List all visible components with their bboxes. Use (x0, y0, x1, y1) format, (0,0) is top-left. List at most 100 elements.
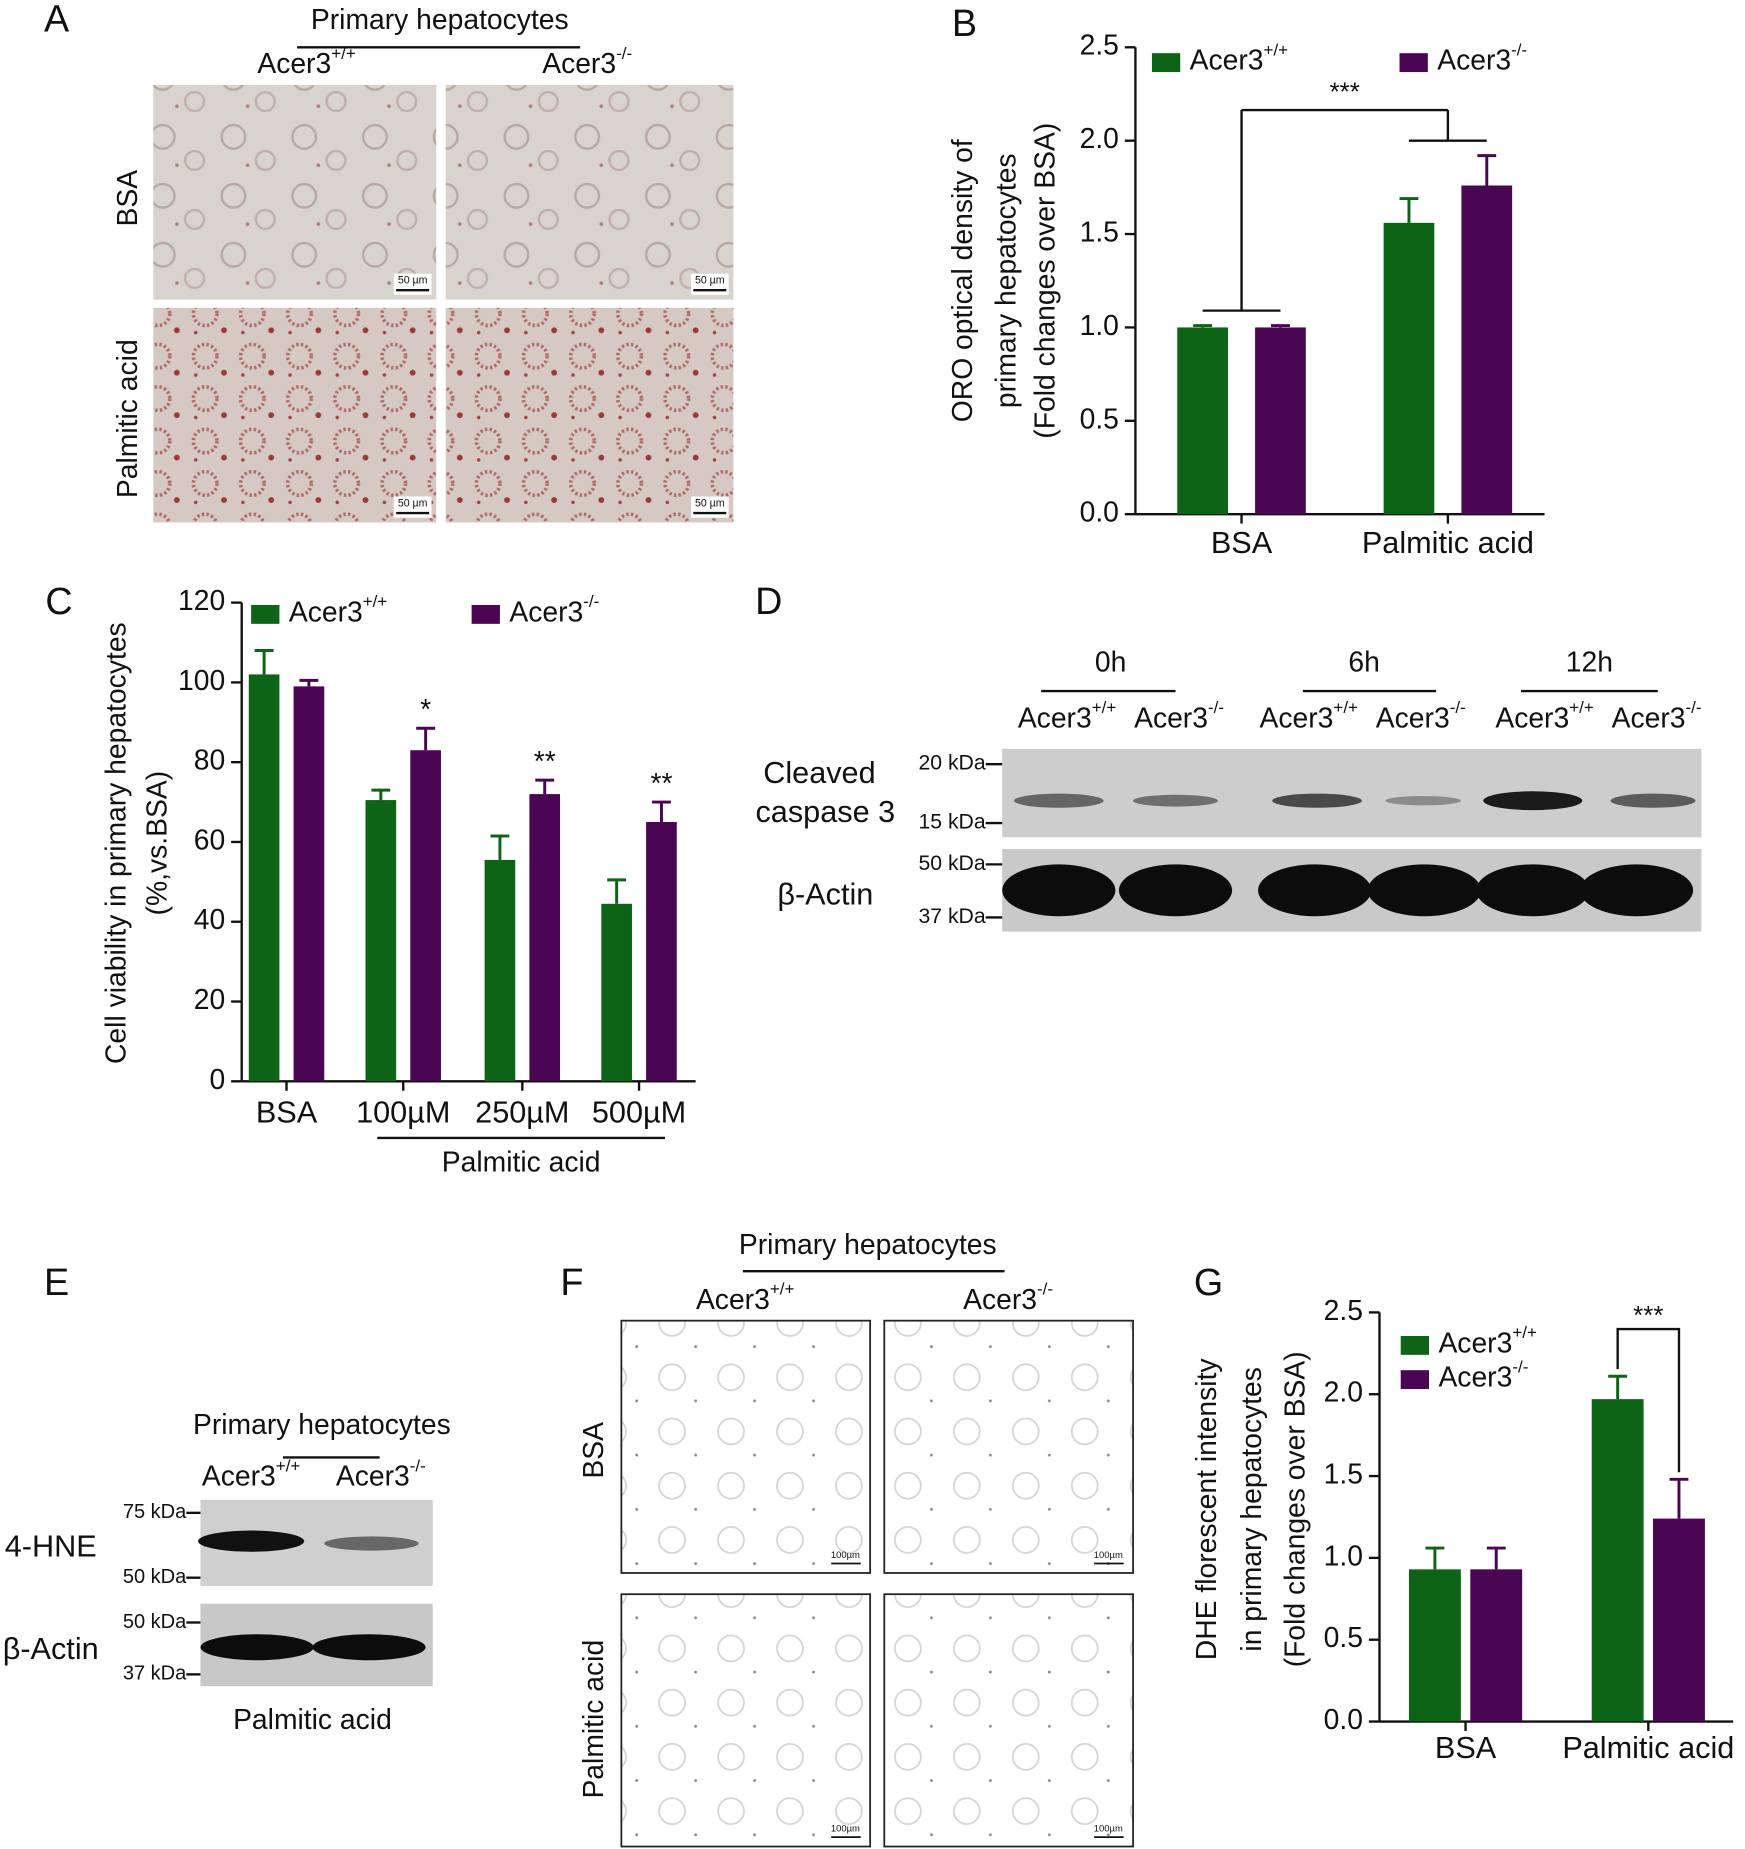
panel-title: Primary hepatocytes (193, 1408, 451, 1440)
y-tick-label: 1.5 (1080, 216, 1119, 248)
legend-label: Acer3+/+ (289, 593, 388, 628)
error-bar (1425, 1546, 1445, 1570)
y-axis-label: Cell viability in primary hepatocytes (99, 622, 131, 1064)
x-tick-label: 100µM (356, 1095, 450, 1129)
label-sup: -/- (1450, 699, 1466, 718)
x-tick-label: BSA (1435, 1731, 1497, 1765)
band (1133, 794, 1218, 807)
bar (248, 674, 280, 1082)
label-base: Acer3 (1018, 702, 1092, 734)
y-tick-label: 80 (194, 744, 225, 776)
marker-label: 20 kDa (918, 752, 985, 775)
marker-label: 50 kDa (123, 1611, 187, 1633)
blot (1002, 748, 1702, 838)
significance: *** (1330, 78, 1360, 106)
error-bar (1608, 1374, 1628, 1400)
scale-bar-label: 50 µm (695, 497, 725, 509)
scale-bar-label: 100µm (831, 1822, 860, 1833)
label-sup: +/+ (1264, 41, 1289, 60)
band (1610, 793, 1696, 808)
error-bar (1271, 324, 1290, 328)
y-tick-label: 120 (178, 584, 225, 616)
y-tick-label: 0.0 (1080, 496, 1119, 528)
y-tick-label: 0 (209, 1063, 225, 1095)
error-bar (371, 788, 391, 801)
label: Acer3-/- (542, 44, 632, 79)
row-label: Cleaved (763, 756, 875, 790)
timepoint: 12h (1566, 645, 1613, 677)
legend-swatch (1400, 1370, 1430, 1390)
y-tick-label: 0.5 (1080, 402, 1119, 434)
y-axis-label: ORO optical density of (946, 139, 978, 422)
label-base: Acer3 (336, 1460, 410, 1492)
panel-label: D (755, 580, 782, 622)
band (1476, 864, 1590, 917)
legend-swatch (251, 604, 280, 624)
marker-label: 15 kDa (918, 811, 985, 834)
y-tick-label: 2.5 (1080, 29, 1119, 61)
significance-bracket (1202, 108, 1487, 312)
scale-bar-label: 50 µm (398, 275, 428, 287)
band (324, 1536, 419, 1551)
marker-label: 37 kDa (918, 905, 985, 928)
timepoint: 6h (1348, 645, 1379, 677)
y-axis-label: in primary hepatocytes (1235, 1367, 1267, 1652)
error-bar (490, 834, 510, 860)
legend-swatch (1399, 53, 1428, 73)
lane-label: Acer3-/- (1376, 699, 1466, 734)
label-sup: +/+ (1333, 699, 1358, 718)
marker-label: 37 kDa (123, 1663, 187, 1685)
bar (1653, 1518, 1705, 1722)
label-base: Acer3 (696, 1283, 770, 1315)
group-label: Palmitic acid (442, 1145, 601, 1177)
error-bar (254, 649, 274, 675)
row-label: caspase 3 (755, 795, 895, 829)
error-bar (607, 878, 627, 904)
error-bar (1477, 154, 1497, 186)
error-bar (1399, 197, 1419, 223)
bar (1470, 1569, 1523, 1722)
significance: *** (1633, 1302, 1663, 1330)
label-sup: -/- (1037, 1280, 1053, 1299)
band (1483, 791, 1583, 811)
panel-label: F (560, 1261, 583, 1303)
bar (1461, 185, 1513, 515)
band (1579, 864, 1694, 917)
label-base: Acer3 (289, 596, 363, 628)
panel-label: E (44, 1261, 69, 1303)
y-tick-label: 0.5 (1324, 1621, 1363, 1653)
row-label: Palmitic acid (577, 1640, 609, 1799)
band (200, 1634, 314, 1661)
label-sup: +/+ (331, 44, 356, 63)
bar (1408, 1569, 1461, 1722)
bar (1177, 327, 1228, 515)
panel-title: Primary hepatocytes (739, 1228, 997, 1260)
y-axis-label: (Fold changes over BSA) (1028, 123, 1060, 439)
error-bar (1669, 1477, 1689, 1519)
marker-label: 75 kDa (123, 1501, 187, 1523)
x-tick-label: BSA (256, 1095, 318, 1129)
micrograph (883, 1319, 1134, 1574)
error-bar (1486, 1546, 1506, 1570)
bar (293, 686, 325, 1082)
label: Acer3+/+ (202, 1457, 301, 1492)
legend-swatch (1400, 1335, 1430, 1355)
legend-swatch (471, 604, 500, 624)
y-tick-label: 2.0 (1324, 1376, 1363, 1408)
label-base: Acer3 (542, 48, 616, 80)
bar (484, 859, 516, 1082)
row-label: β-Actin (3, 1632, 99, 1666)
y-tick-label: 60 (194, 823, 225, 855)
lane-label: Acer3-/- (1134, 699, 1224, 734)
y-axis-label: (%,vs.BSA) (141, 771, 173, 916)
label-base: Acer3 (1438, 1361, 1512, 1393)
label-base: Acer3 (202, 1460, 276, 1492)
label-sup: -/- (1686, 699, 1702, 718)
label-sup: +/+ (770, 1280, 795, 1299)
label-sup: +/+ (276, 1457, 301, 1476)
label: Acer3+/+ (257, 44, 356, 79)
bar (529, 794, 561, 1082)
micrograph (153, 307, 437, 523)
error-bar (416, 726, 436, 751)
